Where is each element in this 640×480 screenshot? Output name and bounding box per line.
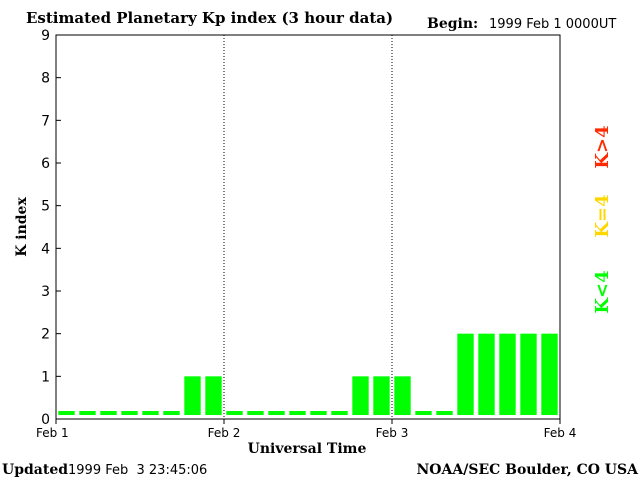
x-tick-label: Feb 4 [544, 426, 577, 440]
kp-bar [394, 376, 411, 415]
kp-bar [520, 333, 537, 415]
kp-bar [436, 411, 453, 415]
kp-bar [373, 376, 390, 415]
y-tick-label: 9 [41, 28, 50, 44]
x-axis: Feb 1 Feb 2 Feb 3 Feb 4 [36, 419, 576, 440]
legend-k-less-4: K<4 [592, 270, 613, 313]
begin-value: 1999 Feb 1 0000UT [489, 17, 616, 32]
x-tick-label: Feb 1 [36, 426, 69, 440]
kp-bar [289, 411, 306, 415]
updated-label: Updated [2, 462, 68, 478]
x-axis-title: Universal Time [248, 441, 367, 457]
kp-bar [184, 376, 201, 415]
day-separators [223, 35, 393, 419]
kp-bar [478, 333, 495, 415]
kp-bar [331, 411, 348, 415]
y-tick-label: 4 [41, 241, 50, 257]
chart-title: Estimated Planetary Kp index (3 hour dat… [26, 9, 393, 27]
kp-bar [457, 333, 474, 415]
kp-bar [121, 411, 138, 415]
kp-bar [226, 411, 243, 415]
y-tick-label: 0 [41, 412, 50, 428]
y-axis-title: K index [14, 197, 30, 257]
kp-bar [163, 411, 180, 415]
plot-frame [55, 34, 561, 420]
kp-bar [205, 376, 222, 415]
y-tick-label: 1 [41, 369, 50, 385]
kp-bar [352, 376, 369, 415]
source-credit: NOAA/SEC Boulder, CO USA [417, 462, 640, 478]
y-tick-label: 2 [41, 327, 50, 343]
kp-bar [499, 333, 516, 415]
x-tick-label: Feb 3 [376, 426, 409, 440]
kp-bar [247, 411, 264, 415]
updated-value: 1999 Feb 3 23:45:06 [68, 463, 207, 478]
kp-bar [79, 411, 96, 415]
kp-bar [415, 411, 432, 415]
kp-bar [268, 411, 285, 415]
kp-bars [58, 333, 558, 415]
y-tick-label: 8 [41, 71, 50, 87]
legend-k-equal-4: K=4 [592, 194, 613, 237]
y-tick-label: 6 [41, 156, 50, 172]
y-tick-label: 5 [41, 199, 50, 215]
kp-bar [541, 333, 558, 415]
x-tick-label: Feb 2 [208, 426, 241, 440]
y-tick-label: 7 [41, 113, 50, 129]
begin-label: Begin: [427, 16, 478, 32]
kp-bar [310, 411, 327, 415]
y-tick-label: 3 [41, 284, 50, 300]
y-axis: 0 1 2 3 4 5 6 7 8 9 [41, 28, 61, 428]
legend-k-greater-4: K>4 [592, 125, 613, 168]
kp-bar [58, 411, 75, 415]
kp-bar [142, 411, 159, 415]
kp-bar [100, 411, 117, 415]
